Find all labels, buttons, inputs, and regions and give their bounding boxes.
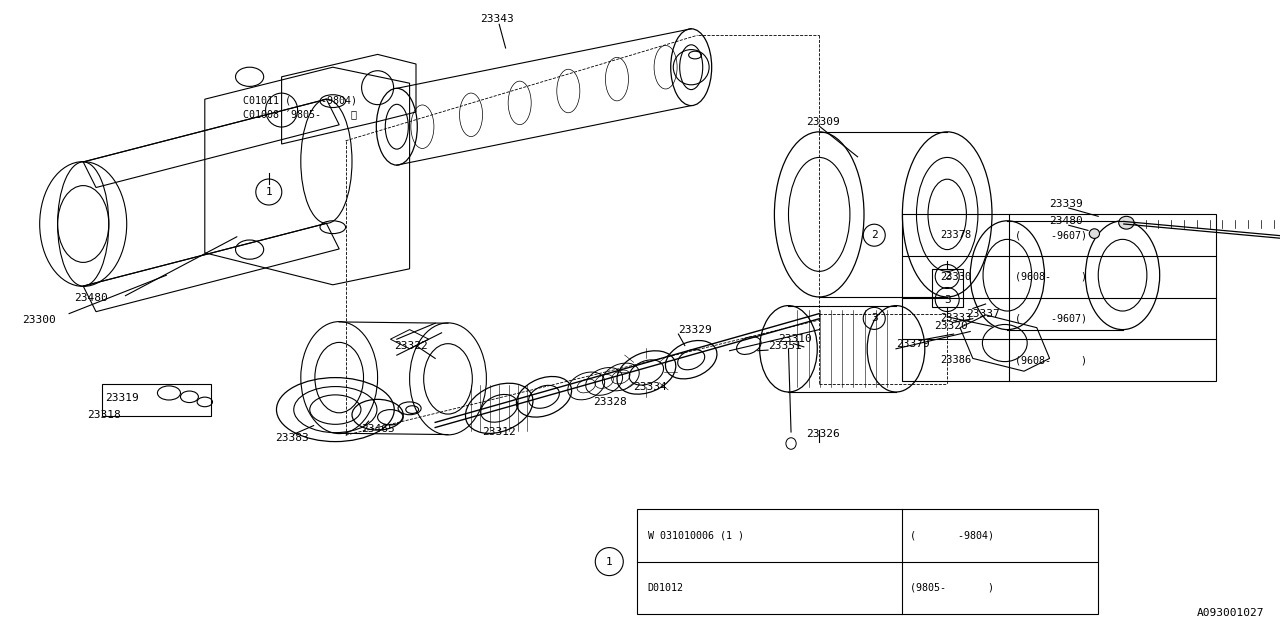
Text: 23312: 23312 bbox=[483, 427, 516, 437]
Text: 23319: 23319 bbox=[105, 393, 138, 403]
Text: W 031010006 (1 ): W 031010006 (1 ) bbox=[648, 530, 744, 540]
Text: D01012: D01012 bbox=[648, 583, 684, 593]
Text: 23330: 23330 bbox=[940, 272, 972, 282]
Text: 23328: 23328 bbox=[593, 397, 626, 407]
Text: 23300: 23300 bbox=[22, 315, 55, 325]
Text: 23339: 23339 bbox=[1050, 198, 1083, 209]
Text: 23379: 23379 bbox=[896, 339, 929, 349]
Text: 23343: 23343 bbox=[480, 14, 513, 24]
Text: 2: 2 bbox=[870, 230, 878, 240]
Text: (9805-       ): (9805- ) bbox=[910, 583, 995, 593]
Text: (9608-     ): (9608- ) bbox=[1015, 272, 1088, 282]
Text: 23334: 23334 bbox=[634, 382, 667, 392]
Ellipse shape bbox=[1089, 229, 1100, 239]
Text: 23329: 23329 bbox=[678, 324, 712, 335]
Text: (9608-     ): (9608- ) bbox=[1015, 355, 1088, 365]
Bar bbox=[932, 269, 963, 307]
Text: 23480: 23480 bbox=[1050, 216, 1083, 226]
Text: 23322: 23322 bbox=[394, 340, 428, 351]
Text: 3: 3 bbox=[870, 314, 878, 323]
Text: C01008 ′9805-     〉: C01008 ′9805- 〉 bbox=[243, 109, 357, 119]
Text: 23318: 23318 bbox=[87, 410, 120, 420]
Text: 23309: 23309 bbox=[806, 116, 840, 127]
Text: 23337: 23337 bbox=[966, 308, 1000, 319]
Text: 23333: 23333 bbox=[940, 314, 972, 323]
Text: C01011 (     -9804): C01011 ( -9804) bbox=[243, 95, 357, 106]
Ellipse shape bbox=[1119, 216, 1134, 229]
Text: A093001027: A093001027 bbox=[1197, 608, 1265, 618]
Text: 23310: 23310 bbox=[778, 334, 812, 344]
Text: 1: 1 bbox=[605, 557, 613, 566]
Text: 23465: 23465 bbox=[361, 424, 394, 434]
Text: 23383: 23383 bbox=[275, 433, 308, 444]
Text: (     -9607): ( -9607) bbox=[1015, 314, 1088, 323]
Bar bbox=[902, 214, 1216, 381]
Text: 3: 3 bbox=[943, 294, 951, 305]
Text: 23320: 23320 bbox=[934, 321, 968, 332]
Text: 23386: 23386 bbox=[940, 355, 972, 365]
Text: 23326: 23326 bbox=[806, 429, 840, 439]
Bar bbox=[637, 509, 1098, 614]
Text: 23351: 23351 bbox=[768, 340, 801, 351]
Bar bbox=[102, 384, 211, 416]
Text: 23480: 23480 bbox=[74, 292, 108, 303]
Text: 23378: 23378 bbox=[940, 230, 972, 240]
Text: 1: 1 bbox=[265, 187, 273, 197]
Text: (     -9607): ( -9607) bbox=[1015, 230, 1088, 240]
Text: (       -9804): ( -9804) bbox=[910, 530, 995, 540]
Text: 2: 2 bbox=[943, 271, 951, 282]
